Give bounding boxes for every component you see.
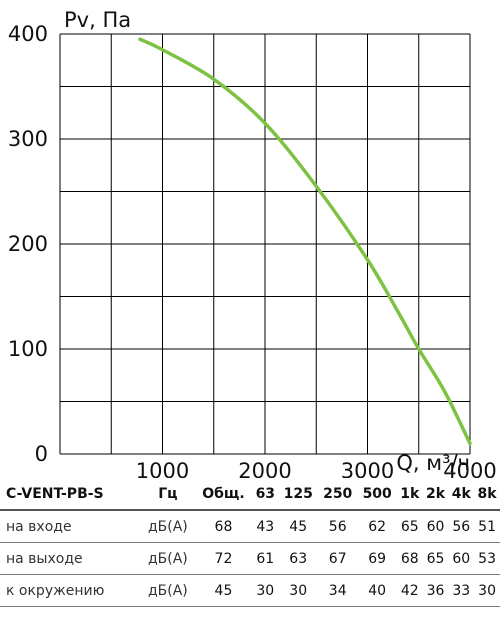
table-cell: 56 bbox=[328, 518, 347, 535]
table-cell: 60 bbox=[426, 518, 445, 535]
x-tick-label: 2000 bbox=[238, 459, 291, 478]
table-cell: 45 bbox=[214, 582, 233, 599]
chart-series bbox=[138, 37, 472, 446]
x-tick-label: 1000 bbox=[136, 459, 189, 478]
fan-curve-chart: 0 100 200 300 400 1000 2000 3000 4000 Pv, Па Q,… bbox=[8, 8, 497, 478]
row-unit: дБ(А) bbox=[147, 518, 188, 535]
column-header: 2k bbox=[426, 485, 446, 502]
table-cell: 30 bbox=[256, 582, 275, 599]
table-cell: 65 bbox=[426, 550, 445, 567]
table-cell: 56 bbox=[452, 518, 471, 535]
column-header: 4k bbox=[451, 485, 471, 502]
column-header: 8k bbox=[477, 485, 497, 502]
table-cell: 68 bbox=[400, 550, 419, 567]
column-header: 63 bbox=[255, 485, 276, 502]
row-unit: дБ(А) bbox=[147, 550, 188, 567]
x-tick-label: 3000 bbox=[341, 459, 394, 478]
y-tick-label: 100 bbox=[8, 337, 48, 361]
chart-grid bbox=[59, 33, 471, 455]
noise-table-header: C-VENT-PB-S Гц Общ. 63 125 250 500 1k 2k… bbox=[0, 478, 500, 510]
table-row: к окружению дБ(А) 45 30 30 34 40 42 36 3… bbox=[0, 575, 500, 607]
column-header: 250 bbox=[323, 485, 353, 502]
table-cell: 40 bbox=[368, 582, 387, 599]
column-header: Общ. bbox=[202, 485, 245, 502]
noise-table: C-VENT-PB-S Гц Общ. 63 125 250 500 1k 2k… bbox=[0, 478, 500, 607]
series-line bbox=[138, 37, 472, 446]
x-tick-label: 4000 bbox=[443, 459, 496, 478]
table-row: на выходе дБ(А) 72 61 63 67 69 68 65 60 … bbox=[0, 543, 500, 575]
y-tick-label: 200 bbox=[8, 232, 48, 256]
table-cell: 60 bbox=[452, 550, 471, 567]
table-cell: 36 bbox=[426, 582, 445, 599]
table-cell: 62 bbox=[368, 518, 387, 535]
model-name: C-VENT-PB-S bbox=[6, 485, 104, 502]
table-cell: 42 bbox=[400, 582, 419, 599]
x-axis-label: Q, м³/ч bbox=[396, 451, 470, 475]
unit-header: Гц bbox=[158, 485, 178, 502]
table-cell: 30 bbox=[478, 582, 496, 599]
y-tick-labels: 0 100 200 300 400 bbox=[8, 22, 48, 466]
x-tick-labels: 1000 2000 3000 4000 bbox=[136, 459, 497, 478]
table-cell: 72 bbox=[214, 550, 233, 567]
row-label: на входе bbox=[6, 518, 72, 535]
table-cell: 63 bbox=[289, 550, 308, 567]
table-row: на входе дБ(А) 68 43 45 56 62 65 60 56 5… bbox=[0, 510, 500, 543]
row-unit: дБ(А) bbox=[147, 582, 188, 599]
table-cell: 65 bbox=[400, 518, 419, 535]
table-cell: 68 bbox=[214, 518, 233, 535]
column-header: 500 bbox=[362, 485, 392, 502]
table-cell: 43 bbox=[256, 518, 275, 535]
table-cell: 53 bbox=[478, 550, 496, 567]
table-cell: 51 bbox=[478, 518, 496, 535]
table-cell: 69 bbox=[368, 550, 387, 567]
table-cell: 34 bbox=[328, 582, 347, 599]
table-cell: 33 bbox=[452, 582, 471, 599]
row-label: на выходе bbox=[6, 550, 83, 567]
y-tick-label: 0 bbox=[35, 442, 48, 466]
y-tick-label: 300 bbox=[8, 127, 48, 151]
table-cell: 67 bbox=[328, 550, 347, 567]
table-cell: 30 bbox=[289, 582, 308, 599]
row-label: к окружению bbox=[6, 582, 105, 599]
column-header: 1k bbox=[400, 485, 420, 502]
y-tick-label: 400 bbox=[8, 22, 48, 46]
column-header: 125 bbox=[283, 485, 313, 502]
table-cell: 61 bbox=[256, 550, 275, 567]
y-axis-label: Pv, Па bbox=[64, 8, 131, 32]
table-cell: 45 bbox=[289, 518, 308, 535]
